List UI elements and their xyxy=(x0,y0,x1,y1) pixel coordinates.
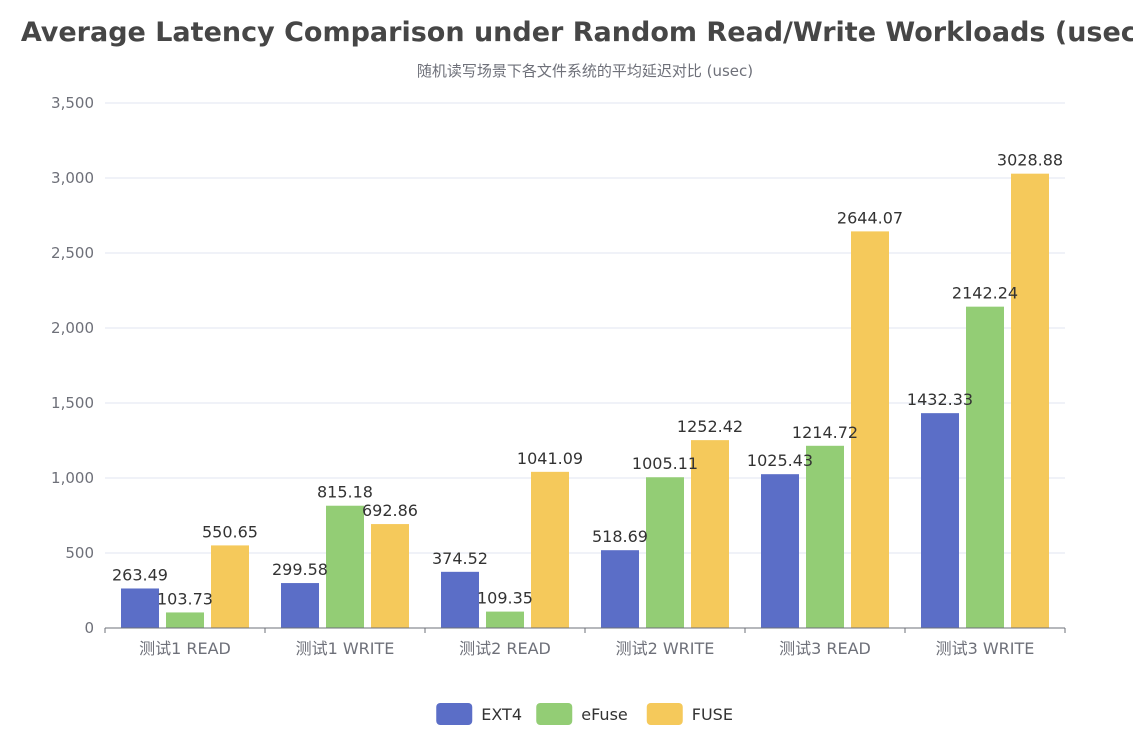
grid-layer xyxy=(105,102,1065,554)
bar-ext4[interactable] xyxy=(121,588,159,628)
data-label: 374.52 xyxy=(432,549,488,568)
data-label: 1432.33 xyxy=(907,390,973,409)
bar-fuse[interactable] xyxy=(691,440,729,628)
y-tick-label: 3,000 xyxy=(51,169,94,187)
y-tick-label: 500 xyxy=(65,544,94,562)
data-label: 299.58 xyxy=(272,560,328,579)
data-label: 263.49 xyxy=(112,565,168,584)
bar-efuse[interactable] xyxy=(486,611,524,628)
x-tick-label: 测试3 READ xyxy=(779,639,871,658)
data-label: 692.86 xyxy=(362,501,418,520)
y-tick-label: 3,500 xyxy=(51,94,94,112)
data-label: 103.73 xyxy=(157,589,213,608)
bar-ext4[interactable] xyxy=(921,413,959,628)
x-tick-label: 测试2 WRITE xyxy=(616,639,715,658)
data-label: 1025.43 xyxy=(747,451,813,470)
chart-subtitle: 随机读写场景下各文件系统的平均延迟对比 (usec) xyxy=(417,62,753,80)
data-label: 109.35 xyxy=(477,589,533,608)
data-label: 1041.09 xyxy=(517,449,583,468)
bar-ext4[interactable] xyxy=(761,474,799,628)
bar-ext4[interactable] xyxy=(441,571,479,628)
data-label: 3028.88 xyxy=(997,151,1063,170)
bar-fuse[interactable] xyxy=(1011,173,1049,628)
legend-swatch-fuse[interactable] xyxy=(646,703,683,725)
x-tick-label: 测试1 WRITE xyxy=(296,639,395,658)
chart-title: Average Latency Comparison under Random … xyxy=(21,17,1133,48)
bar-ext4[interactable] xyxy=(601,550,639,628)
bar-fuse[interactable] xyxy=(211,545,249,628)
bar-fuse[interactable] xyxy=(851,231,889,628)
axis-layer: 0 500 1,000 1,500 2,000 2,500 3,000 3,500 测试1 RE… xyxy=(51,94,1066,658)
bar-efuse[interactable] xyxy=(166,612,204,628)
data-label: 550.65 xyxy=(202,522,258,541)
x-tick-label: 测试2 READ xyxy=(459,639,551,658)
y-tick-label: 2,500 xyxy=(51,244,94,262)
y-tick-label: 0 xyxy=(84,619,94,637)
data-label: 518.69 xyxy=(592,527,648,546)
legend-label-efuse[interactable]: eFuse xyxy=(581,705,628,724)
legend-swatch-ext4[interactable] xyxy=(436,703,473,725)
bar-efuse[interactable] xyxy=(966,306,1004,628)
legend[interactable]: EXT4 eFuse FUSE xyxy=(436,703,733,725)
data-label: 1005.11 xyxy=(632,454,698,473)
legend-swatch-efuse[interactable] xyxy=(536,703,573,725)
bar-efuse[interactable] xyxy=(646,477,684,628)
bars-layer xyxy=(121,173,1049,628)
y-tick-label: 1,500 xyxy=(51,394,94,412)
bar-efuse[interactable] xyxy=(806,445,844,628)
data-label: 2142.24 xyxy=(952,284,1018,303)
bar-ext4[interactable] xyxy=(281,583,319,628)
legend-label-fuse[interactable]: FUSE xyxy=(692,705,733,724)
x-tick-label: 测试1 READ xyxy=(139,639,231,658)
data-label: 1214.72 xyxy=(792,423,858,442)
bar-fuse[interactable] xyxy=(371,524,409,628)
data-label: 1252.42 xyxy=(677,417,743,436)
data-label: 2644.07 xyxy=(837,208,903,227)
bar-efuse[interactable] xyxy=(326,505,364,628)
data-label: 815.18 xyxy=(317,483,373,502)
x-tick-label: 测试3 WRITE xyxy=(936,639,1035,658)
data-labels-layer: 263.49 299.58 374.52 518.69 1025.43 1432.33 10… xyxy=(112,151,1063,609)
legend-label-ext4[interactable]: EXT4 xyxy=(481,705,522,724)
bar-fuse[interactable] xyxy=(531,471,569,628)
y-tick-label: 2,000 xyxy=(51,319,94,337)
y-tick-label: 1,000 xyxy=(51,469,94,487)
